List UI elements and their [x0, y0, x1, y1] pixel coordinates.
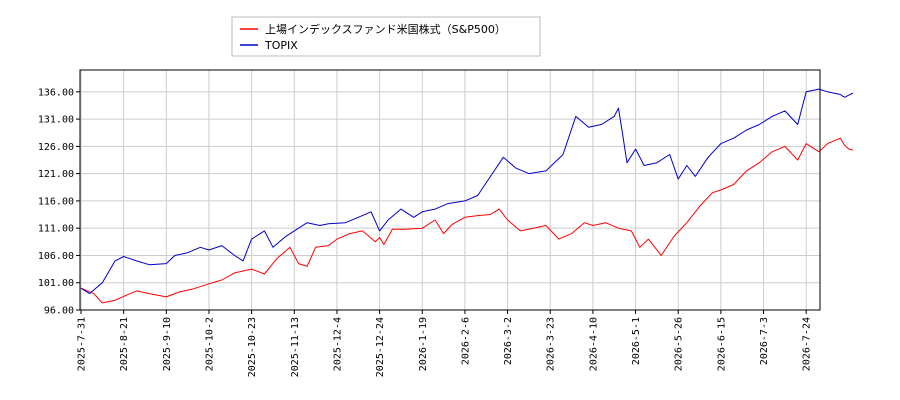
x-tick-label: 2025-7-31 — [77, 317, 88, 371]
x-tick-label: 2025-9-10 — [162, 317, 173, 371]
y-tick-label: 131.00 — [38, 115, 74, 126]
x-tick-label: 2025-12-4 — [332, 317, 343, 371]
x-tick-label: 2026-1-19 — [418, 317, 429, 371]
x-tick-label: 2025-10-23 — [247, 317, 258, 377]
legend-label-sp500: 上場インデックスファンド米国株式（S&P500） — [265, 22, 506, 36]
x-tick-label: 2026-5-26 — [674, 317, 685, 371]
y-tick-label: 106.00 — [38, 251, 74, 262]
legend-box — [231, 16, 541, 57]
plot-frame — [79, 69, 821, 311]
y-tick-label: 116.00 — [38, 196, 74, 207]
y-tick-label: 121.00 — [38, 169, 74, 180]
legend-label-topix: TOPIX — [264, 39, 298, 52]
y-axis: 96.00 101.00 106.00 111.00 116.00 121.00 126.0… — [38, 87, 80, 317]
y-tick-label: 101.00 — [38, 278, 74, 289]
y-tick-label: 96.00 — [44, 306, 74, 317]
legend: 上場インデックスファンド米国株式（S&P500） TOPIX — [231, 16, 541, 57]
x-tick-label: 2025-11-13 — [290, 317, 301, 377]
y-tick-label: 111.00 — [38, 224, 74, 235]
x-tick-label: 2025-12-24 — [375, 317, 386, 377]
x-tick-label: 2026-4-10 — [588, 317, 599, 371]
plot-area — [80, 70, 820, 310]
x-tick-label: 2025-8-21 — [119, 317, 130, 371]
x-tick-label: 2026-7-24 — [802, 317, 813, 371]
x-tick-label: 2025-10-2 — [204, 317, 215, 371]
x-tick-label: 2026-2-6 — [460, 317, 471, 365]
x-tick-label: 2026-6-15 — [716, 317, 727, 371]
x-tick-label: 2026-5-1 — [631, 317, 642, 365]
x-tick-label: 2026-3-2 — [503, 317, 514, 365]
y-tick-label: 126.00 — [38, 142, 74, 153]
x-axis: 2025-7-31 2025-8-21 2025-9-10 2025-10-2 2025… — [77, 310, 813, 377]
y-tick-label: 136.00 — [38, 87, 74, 98]
x-tick-label: 2026-3-23 — [546, 317, 557, 371]
series-line-0 — [80, 137, 854, 304]
series-layer — [80, 88, 854, 304]
series-line-1 — [80, 88, 854, 295]
x-tick-label: 2026-7-3 — [759, 317, 770, 365]
